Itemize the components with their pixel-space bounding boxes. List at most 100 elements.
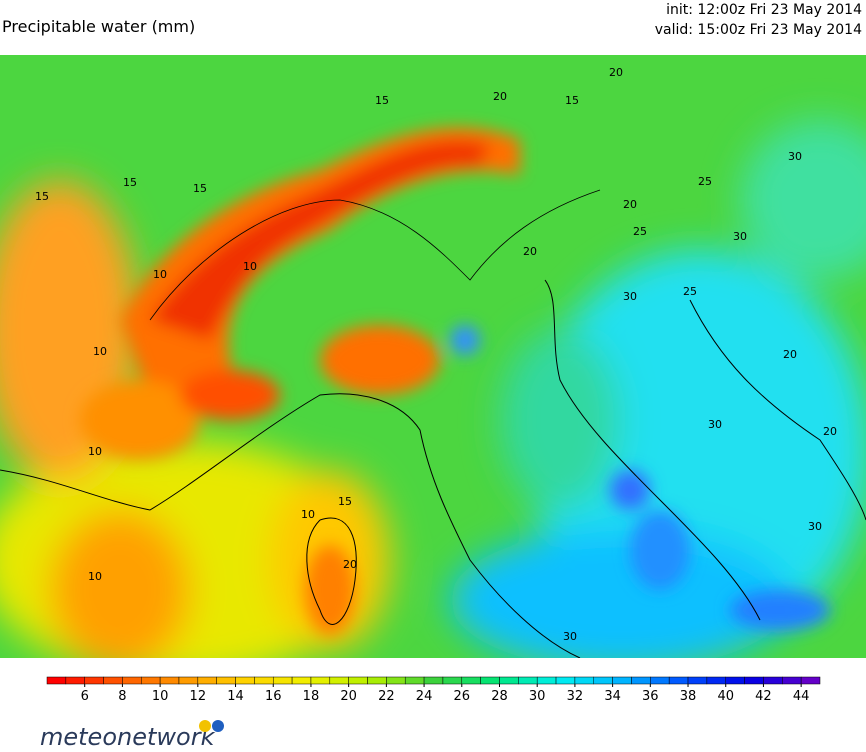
contour-label: 25 bbox=[633, 225, 647, 238]
colorbar-segment bbox=[612, 676, 632, 685]
colorbar-segment bbox=[386, 676, 406, 685]
colorbar-segment bbox=[46, 676, 67, 685]
colorbar-tick-label: 6 bbox=[81, 689, 89, 704]
init-time: init: 12:00z Fri 23 May 2014 bbox=[666, 2, 862, 18]
colorbar-tick-label: 24 bbox=[416, 689, 433, 704]
colorbar-tick-label: 40 bbox=[717, 689, 734, 704]
colorbar-segment bbox=[763, 676, 783, 685]
colorbar-segment bbox=[442, 676, 463, 685]
colorbar-tick-label: 14 bbox=[227, 689, 244, 704]
valid-time: valid: 15:00z Fri 23 May 2014 bbox=[655, 22, 862, 38]
colorbar-segment bbox=[103, 676, 123, 685]
contour-label: 30 bbox=[623, 290, 637, 303]
coastlines bbox=[0, 189, 866, 658]
logo-dot bbox=[212, 720, 224, 732]
colorbar-tick-label: 38 bbox=[680, 689, 697, 704]
contour-label: 20 bbox=[343, 558, 357, 571]
colorbar-segment bbox=[197, 676, 217, 685]
colorbar-segment bbox=[555, 676, 576, 685]
contour-label: 15 bbox=[375, 94, 389, 107]
colorbar-tick-label: 18 bbox=[303, 689, 320, 704]
contour-label: 10 bbox=[243, 260, 257, 273]
contour-label: 30 bbox=[788, 150, 802, 163]
colorbar-segment bbox=[141, 676, 161, 685]
colorbar-segment bbox=[480, 676, 500, 685]
contour-label: 15 bbox=[338, 495, 352, 508]
contour-labels: 15 15 15 15 15 20 20 20 10 10 10 10 10 20 25 30 30 30 25 20… bbox=[35, 66, 837, 643]
contour-label: 10 bbox=[153, 268, 167, 281]
colorbar-segment bbox=[235, 676, 255, 685]
colorbar-segment bbox=[310, 676, 331, 685]
colorbar-segment bbox=[499, 676, 519, 685]
colorbar-segment bbox=[254, 676, 274, 685]
colorbar-segment bbox=[800, 676, 821, 685]
contour-label: 15 bbox=[35, 190, 49, 203]
colorbar-segment bbox=[706, 676, 726, 685]
contour-label: 20 bbox=[783, 348, 797, 361]
colorbar-segment bbox=[536, 676, 557, 685]
contour-label: 25 bbox=[683, 285, 697, 298]
colorbar-segment bbox=[744, 676, 764, 685]
contour-label: 20 bbox=[823, 425, 837, 438]
colorbar-segment bbox=[178, 676, 199, 685]
colorbar-segment bbox=[461, 676, 481, 685]
colorbar-tick-label: 32 bbox=[567, 689, 584, 704]
colorbar-segment bbox=[404, 676, 425, 685]
colorbar-tick-label: 8 bbox=[118, 689, 126, 704]
colorbar: 6 8 10 12 14 16 18 20 22 24 26 28 30 32 34 36 38 40 42 44 bbox=[46, 676, 821, 704]
colorbar-segment bbox=[593, 676, 613, 685]
contour-label: 10 bbox=[88, 445, 102, 458]
contour-label: 15 bbox=[565, 94, 579, 107]
map-field bbox=[0, 55, 866, 658]
colorbar-tick-label: 42 bbox=[755, 689, 772, 704]
colorbar-segment bbox=[329, 676, 349, 685]
colorbar-segment bbox=[650, 676, 670, 685]
colorbar-segment bbox=[65, 676, 85, 685]
colorbar-tick-label: 16 bbox=[265, 689, 282, 704]
contour-label: 30 bbox=[733, 230, 747, 243]
contour-label: 20 bbox=[523, 245, 537, 258]
contour-label: 20 bbox=[623, 198, 637, 211]
colorbar-tick-label: 10 bbox=[152, 689, 169, 704]
contour-label: 15 bbox=[193, 182, 207, 195]
logo-dot bbox=[199, 720, 211, 732]
colorbar-tick-label: 28 bbox=[491, 689, 508, 704]
colorbar-segment bbox=[668, 676, 689, 685]
logo-text: meteonetwork bbox=[40, 723, 216, 748]
colorbar-segment bbox=[631, 676, 651, 685]
colorbar-tick-label: 20 bbox=[340, 689, 357, 704]
colorbar-segment bbox=[687, 676, 708, 685]
colorbar-segment bbox=[291, 676, 312, 685]
colorbar-tick-label: 30 bbox=[529, 689, 546, 704]
title: Precipitable water (mm) bbox=[2, 17, 195, 36]
colorbar-tick-label: 36 bbox=[642, 689, 659, 704]
contour-label: 30 bbox=[708, 418, 722, 431]
colorbar-tick-label: 22 bbox=[378, 689, 395, 704]
colorbar-tick-label: 34 bbox=[604, 689, 621, 704]
colorbar-segment bbox=[574, 676, 595, 685]
colorbar-segment bbox=[782, 676, 802, 685]
colorbar-segment bbox=[216, 676, 236, 685]
colorbar-segment bbox=[367, 676, 387, 685]
colorbar-segment bbox=[84, 676, 104, 685]
colorbar-tick-label: 44 bbox=[793, 689, 810, 704]
colorbar-tick-label: 12 bbox=[190, 689, 207, 704]
contour-label: 25 bbox=[698, 175, 712, 188]
contour-label: 30 bbox=[808, 520, 822, 533]
contour-label: 10 bbox=[93, 345, 107, 358]
contour-label: 10 bbox=[301, 508, 315, 521]
colorbar-segment bbox=[122, 676, 142, 685]
colorbar-segment bbox=[423, 676, 444, 685]
colorbar-tick-label: 26 bbox=[454, 689, 471, 704]
colorbar-segment bbox=[348, 676, 368, 685]
colorbar-segment bbox=[725, 676, 745, 685]
contour-label: 10 bbox=[88, 570, 102, 583]
colorbar-segment bbox=[159, 676, 180, 685]
contour-label: 15 bbox=[123, 176, 137, 189]
contour-label: 30 bbox=[563, 630, 577, 643]
colorbar-segment bbox=[272, 676, 293, 685]
colorbar-segment bbox=[518, 676, 538, 685]
contour-label: 20 bbox=[609, 66, 623, 79]
